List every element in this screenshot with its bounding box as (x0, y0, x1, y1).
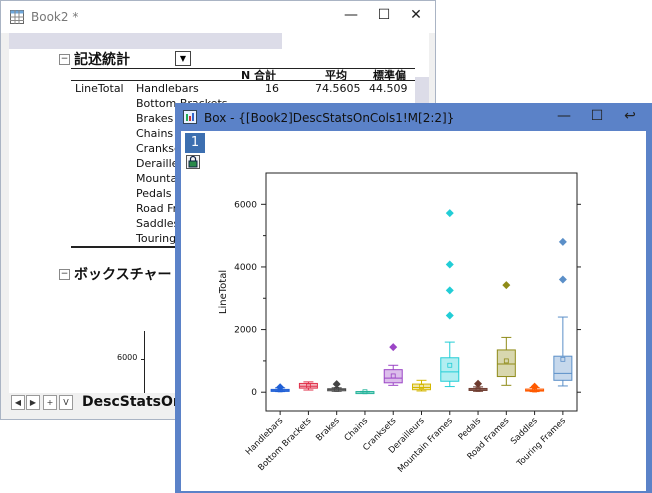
cell-mean-handlebars: 74.5605 (315, 82, 361, 95)
y-axis-label: LineTotal (218, 270, 229, 314)
add-sheet-button[interactable]: + (43, 395, 57, 410)
box-outlier (445, 209, 454, 218)
y-tick-label: 0 (251, 388, 257, 398)
box-body (440, 357, 460, 382)
workbook-icon (10, 10, 24, 24)
graph-window-icon (183, 110, 197, 124)
box-outlier (389, 343, 398, 352)
row-label-saddles: Saddles (136, 217, 180, 230)
box-outlier (445, 286, 454, 295)
x-tick-label: Mountain Frames (396, 416, 455, 475)
box-outlier (332, 380, 341, 389)
header-rule (71, 68, 415, 69)
mini-chart-tick (141, 359, 145, 360)
row-label-pedals: Pedals (136, 187, 172, 200)
layer-1-button[interactable]: 1 (185, 133, 205, 153)
section1-title: 記述統計 (74, 52, 130, 68)
row-label-brakes: Brakes (136, 112, 174, 125)
mini-chart-tick-label: 6000 (117, 353, 138, 362)
graph-page[interactable]: 1 0 2000 4000 6000 LineTotal Handlebars Bottom… (181, 131, 646, 491)
x-tick-label: Touring Frames (515, 416, 569, 470)
cell-sd-handlebars: 44.509 (369, 82, 408, 95)
row-label-chains: Chains (136, 127, 174, 140)
x-tick-label: Brakes (314, 416, 342, 444)
box-mean-marker (419, 384, 424, 389)
book-titlebar[interactable]: Book2 * — ☐ ✕ (1, 1, 435, 33)
column-header-rule (71, 80, 415, 81)
box-outlier (445, 260, 454, 269)
x-tick-label: Pedals (457, 416, 484, 443)
box-outlier (276, 383, 285, 392)
book-close-button[interactable]: ✕ (410, 7, 422, 23)
box-graph-window[interactable]: Box - {[Book2]DescStatsOnCols1!M[2:2]} —… (175, 103, 652, 493)
sheet-list-button[interactable]: V (59, 395, 73, 410)
box-mean-marker (362, 389, 368, 395)
x-tick-label: Bottom Brackets (256, 416, 313, 473)
box-maximize-button[interactable]: ☐ (590, 108, 604, 124)
collapse-section1-button[interactable]: − (59, 54, 70, 65)
box-outlier (474, 379, 483, 388)
box-body (383, 369, 403, 384)
x-tick-label: Chains (343, 416, 371, 444)
box-body (412, 383, 431, 391)
row-label-handlebars: Handlebars (136, 82, 199, 95)
book-maximize-button[interactable]: ☐ (377, 7, 391, 23)
column-header-mean: 平均 (325, 69, 347, 82)
box-mean-marker (390, 373, 396, 379)
y-tick-label: 6000 (234, 200, 257, 210)
tab-scroll-right-button[interactable]: ▶ (26, 395, 40, 410)
box-mean-marker (560, 356, 566, 362)
collapse-section2-button[interactable]: − (59, 269, 70, 280)
y-tick-label: 2000 (234, 326, 257, 336)
lock-icon[interactable] (186, 155, 200, 169)
box-body (553, 355, 573, 381)
tab-scroll-left-button[interactable]: ◀ (11, 395, 25, 410)
box-restore-button[interactable]: ↩ (624, 108, 636, 124)
box-outlier (502, 281, 511, 290)
box-minimize-button[interactable]: — (557, 108, 571, 124)
plot-frame (265, 172, 578, 412)
cell-n-handlebars: 16 (265, 82, 279, 95)
box-outlier (445, 311, 454, 320)
sheet-header-band (9, 33, 282, 49)
y-tick-label: 4000 (234, 263, 257, 273)
box-outlier (558, 275, 567, 284)
column-header-sd: 標準偏 (373, 69, 406, 82)
section2-title: ボックスチャート (74, 267, 186, 283)
box-outlier (558, 237, 567, 246)
box-window-title: Box - {[Book2]DescStatsOnCols1!M[2:2]} (204, 111, 455, 125)
mini-chart-axis (144, 331, 145, 395)
book-minimize-button[interactable]: — (344, 7, 358, 23)
column-header-n: N 合計 (241, 69, 277, 82)
box-mean-marker (447, 362, 453, 368)
row-group-label: LineTotal (75, 82, 124, 95)
box-mean-marker (503, 358, 509, 364)
box-mean-marker (306, 383, 311, 389)
book-title: Book2 * (31, 10, 79, 24)
box-outlier (530, 382, 539, 391)
section1-dropdown-button[interactable]: ▼ (175, 51, 191, 66)
